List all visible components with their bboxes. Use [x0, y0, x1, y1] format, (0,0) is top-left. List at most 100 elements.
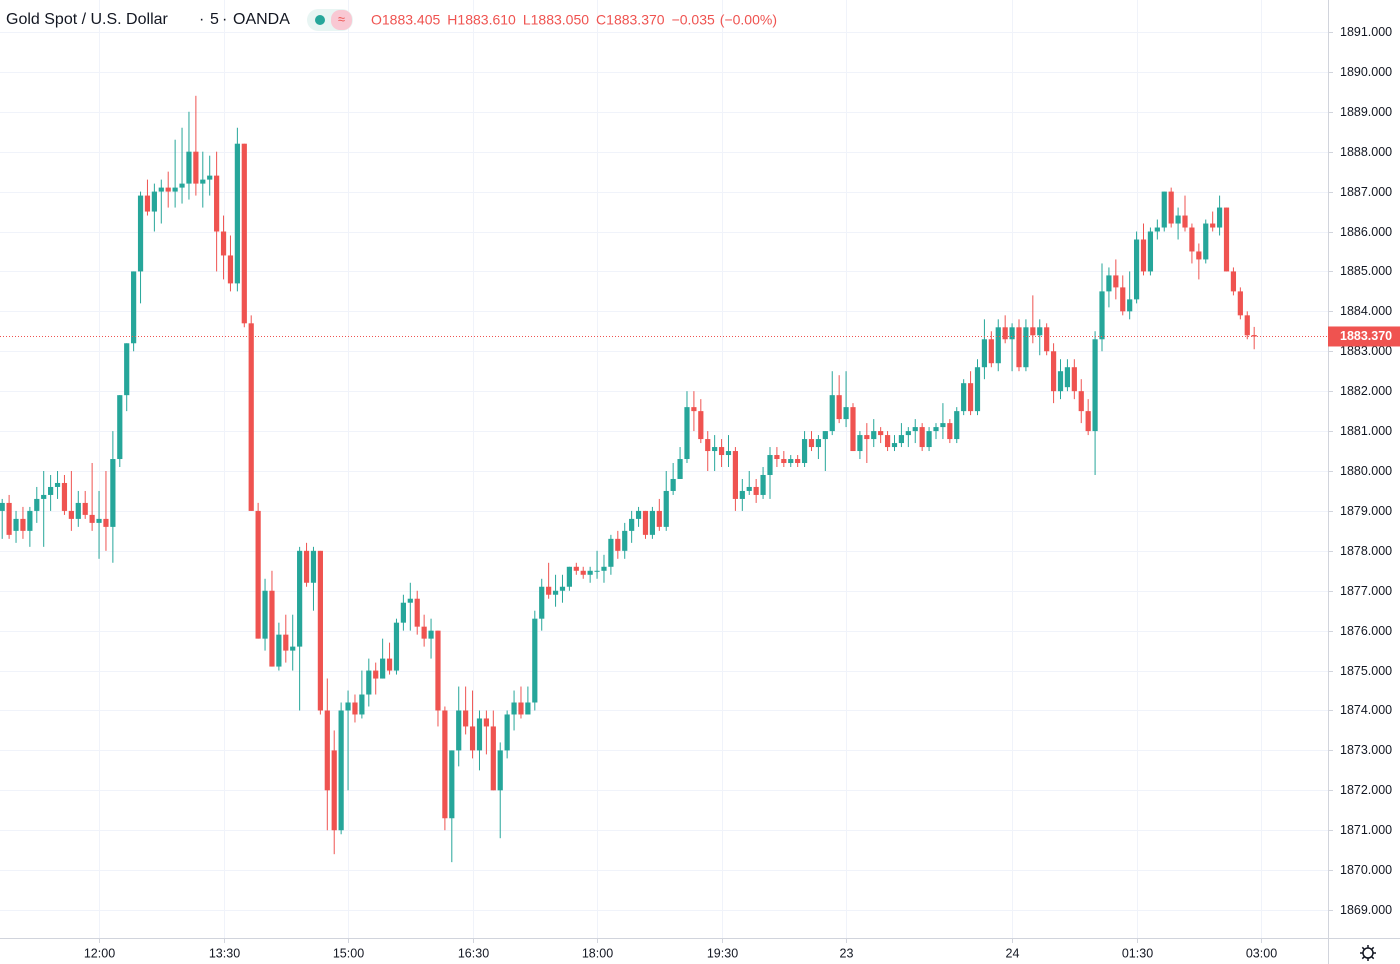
- symbol: Gold Spot / U.S. Dollar: [6, 11, 169, 28]
- ohlc-value: 1883.050: [531, 12, 590, 28]
- candle-body: [594, 570, 600, 572]
- candle-body: [615, 538, 621, 551]
- candle-body: [746, 486, 752, 491]
- candle-body: [801, 439, 808, 464]
- candle-body: [1106, 275, 1112, 292]
- candle-body: [193, 151, 199, 184]
- interval: 5: [210, 11, 219, 28]
- candle-body: [1154, 227, 1160, 232]
- separator: ·: [222, 11, 227, 28]
- candle-body: [573, 566, 579, 571]
- candle-body: [1002, 327, 1008, 340]
- candle-body: [456, 710, 462, 751]
- candle-body: [698, 411, 704, 440]
- y-tick-label: 1882.000: [1340, 384, 1392, 398]
- candle-body: [1251, 335, 1257, 337]
- y-tick-label: 1869.000: [1340, 903, 1392, 917]
- candle-body: [393, 622, 400, 671]
- candle-body: [428, 630, 434, 639]
- settings-icon[interactable]: [1360, 945, 1376, 961]
- candle-body: [732, 451, 739, 499]
- candle-body: [815, 439, 822, 448]
- candle-body: [940, 423, 946, 428]
- y-tick-label: 1887.000: [1340, 185, 1392, 199]
- candle-body: [352, 702, 358, 715]
- candle-body: [781, 459, 787, 464]
- ohlc-values: O 1883.405 H 1883.610 L 1883.050 C 1883.370 −0.0…: [371, 12, 777, 28]
- candle-body: [587, 570, 593, 575]
- candle-body: [414, 598, 420, 627]
- candle-body: [552, 590, 559, 595]
- candle-body: [476, 718, 483, 751]
- candle-body: [297, 550, 303, 647]
- candle-body: [995, 327, 1001, 364]
- candle-body: [158, 187, 164, 192]
- candle-body: [947, 423, 953, 440]
- candle-body: [137, 195, 144, 272]
- candle-body: [829, 395, 835, 432]
- candle-body: [131, 271, 137, 344]
- candle-body: [1230, 271, 1237, 292]
- delay-badge[interactable]: [331, 10, 352, 30]
- delay-icon: ≈: [338, 11, 345, 26]
- y-tick-label: 1875.000: [1340, 664, 1392, 678]
- separator: ·: [199, 11, 204, 28]
- candle-body: [739, 490, 745, 499]
- candle-body: [380, 658, 386, 679]
- candle-body: [635, 510, 642, 519]
- candle-body: [200, 179, 206, 184]
- y-tick-label: 1889.000: [1340, 105, 1392, 119]
- y-tick-label: 1891.000: [1340, 25, 1392, 39]
- candle-body: [234, 143, 240, 284]
- candle-body: [629, 518, 635, 531]
- candle-body: [179, 183, 185, 188]
- candle-body: [6, 502, 12, 535]
- candle-body: [1050, 351, 1057, 392]
- candle-body: [926, 431, 932, 448]
- candle-body: [1127, 299, 1133, 312]
- candle-body: [712, 447, 718, 452]
- candle-body: [933, 427, 939, 432]
- candle-body: [677, 459, 683, 479]
- candle-body: [0, 502, 5, 511]
- candle-body: [1009, 327, 1015, 340]
- candle-body: [1237, 291, 1243, 316]
- candle-body: [843, 407, 849, 420]
- candle-body: [1023, 327, 1029, 368]
- candle-body: [518, 702, 524, 715]
- candle-body: [1182, 215, 1188, 228]
- candle-body: [608, 538, 614, 567]
- candle-body: [110, 459, 116, 527]
- candle-body: [656, 510, 662, 527]
- last-price-tag: [1328, 326, 1400, 347]
- candle-body: [954, 411, 960, 440]
- candle-body: [186, 151, 192, 184]
- candle-body: [317, 550, 323, 711]
- candle-body: [974, 367, 981, 412]
- candle-body: [864, 435, 870, 440]
- candle-body: [214, 175, 220, 232]
- candle-body: [919, 427, 925, 448]
- candle-body: [511, 702, 517, 715]
- candle-body: [345, 702, 351, 711]
- change: −0.035: [672, 12, 715, 28]
- candle-body: [532, 618, 538, 703]
- candle-body: [68, 510, 74, 519]
- candle-body: [684, 407, 690, 460]
- candle-body: [905, 431, 911, 436]
- candle-body: [546, 586, 552, 595]
- y-tick-label: 1890.000: [1340, 65, 1392, 79]
- x-tick-label: 12:00: [84, 946, 115, 960]
- candle-body: [1168, 191, 1174, 224]
- candle-body: [891, 443, 898, 448]
- candle-body: [1133, 239, 1140, 300]
- y-tick-label: 1885.000: [1340, 264, 1392, 278]
- ohlc-value: 1883.610: [457, 12, 516, 28]
- y-tick-label: 1877.000: [1340, 584, 1392, 598]
- x-tick-label: 15:00: [333, 946, 364, 960]
- candle-body: [1085, 411, 1091, 432]
- candle-body: [705, 439, 711, 452]
- x-tick-label: 13:30: [209, 946, 240, 960]
- candle-body: [1196, 251, 1202, 260]
